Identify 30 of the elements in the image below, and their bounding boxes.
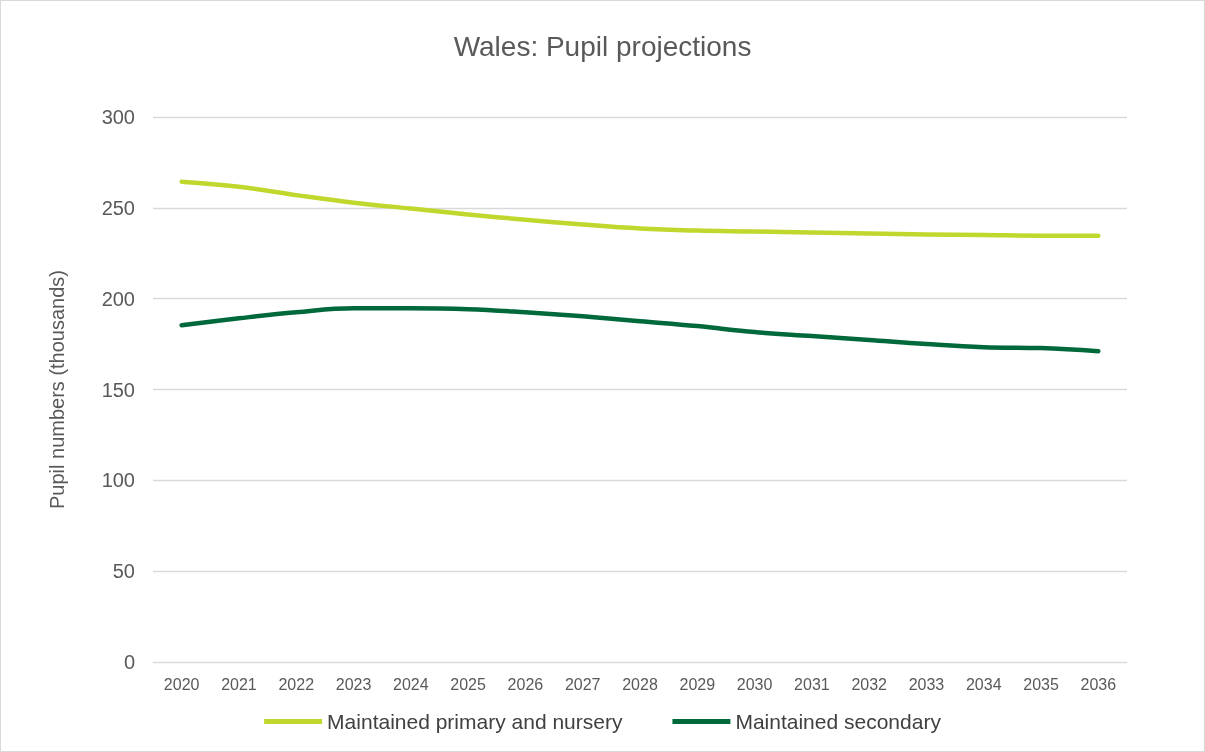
y-tick-label: 250 xyxy=(101,196,135,219)
x-tick-label: 2028 xyxy=(622,675,658,693)
x-tick-label: 2035 xyxy=(1023,675,1059,693)
y-tick-label: 0 xyxy=(123,651,135,673)
x-tick-label: 2020 xyxy=(163,675,200,693)
line-series xyxy=(179,306,1101,354)
legend-label: Maintained secondary xyxy=(735,710,942,733)
x-tick-label: 2025 xyxy=(450,675,487,693)
x-tick-label: 2023 xyxy=(335,675,372,693)
x-tick-label: 2034 xyxy=(965,675,1002,693)
y-tick-label: 100 xyxy=(101,469,135,492)
y-tick-label: 200 xyxy=(101,287,135,310)
x-tick-label: 2021 xyxy=(221,675,257,693)
line-series xyxy=(179,179,1101,238)
x-tick-label: 2030 xyxy=(736,675,773,693)
x-tick-label: 2036 xyxy=(1080,675,1117,693)
chart-title: Wales: Pupil projections xyxy=(453,30,752,62)
x-tick-label: 2022 xyxy=(278,675,315,693)
y-tick-label: 150 xyxy=(101,378,135,401)
x-tick-label: 2029 xyxy=(679,675,716,693)
x-tick-label: 2026 xyxy=(507,675,544,693)
legend-label: Maintained primary and nursery xyxy=(327,710,623,733)
x-tick-label: 2032 xyxy=(851,675,888,693)
x-tick-label: 2024 xyxy=(393,675,429,693)
y-tick-label: 50 xyxy=(112,560,135,583)
y-axis-title: Pupil numbers (thousands) xyxy=(46,269,68,510)
x-tick-label: 2033 xyxy=(908,675,945,693)
x-tick-label: 2031 xyxy=(794,675,830,693)
x-tick-label: 2027 xyxy=(564,675,601,693)
y-tick-label: 300 xyxy=(101,106,135,128)
